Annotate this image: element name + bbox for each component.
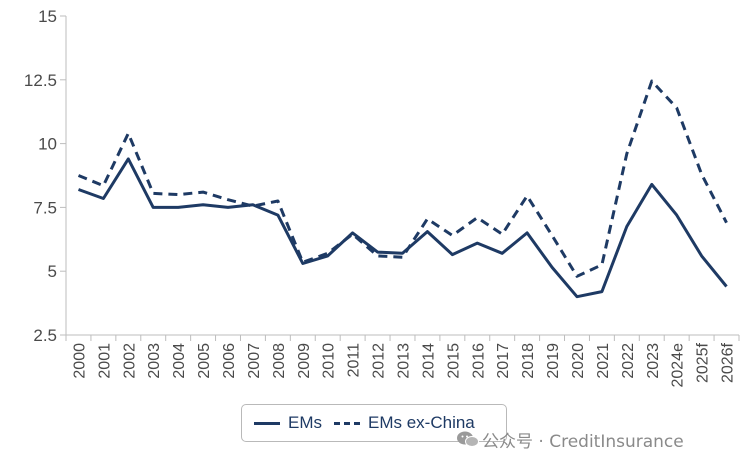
x-tick-label: 2012 <box>371 343 388 379</box>
x-tick-label: 2018 <box>520 343 537 379</box>
x-tick-label: 2024e <box>670 343 687 388</box>
x-tick-label: 2004 <box>171 343 188 379</box>
x-tick-label: 2025f <box>695 342 712 383</box>
x-tick-label: 2011 <box>346 343 363 378</box>
x-tick-label: 2008 <box>271 343 288 379</box>
watermark: 公众号 · CreditInsurance <box>456 428 684 452</box>
y-tick-label: 12.5 <box>24 71 57 90</box>
x-tick-label: 2001 <box>96 343 113 379</box>
line-chart: 2.5 5 7.5 10 12.5 15 2000 2001 2002 2003 2004 2005… <box>24 7 740 388</box>
x-tick-label: 2014 <box>420 343 437 379</box>
x-tick-label: 2013 <box>396 343 413 379</box>
x-tick-label: 2019 <box>545 343 562 379</box>
x-tick-label: 2026f <box>720 342 737 383</box>
x-axis-ticks: 2000 2001 2002 2003 2004 2005 2006 2007 2008 2009… <box>65 335 740 388</box>
series-line-ems-ex-china <box>77 79 728 278</box>
x-tick-label: 2016 <box>470 343 487 379</box>
y-tick-label: 5 <box>48 262 57 281</box>
x-tick-label: 2005 <box>196 343 213 379</box>
x-tick-label: 2003 <box>146 343 163 379</box>
chart-axes <box>65 16 739 336</box>
x-tick-label: 2023 <box>645 343 662 379</box>
series-lines <box>77 79 728 299</box>
legend-swatch-dashed <box>334 421 360 425</box>
x-tick-label: 2002 <box>121 343 138 379</box>
legend-swatch-solid <box>254 421 280 425</box>
series-line-ems <box>77 157 728 299</box>
x-tick-label: 2021 <box>595 343 612 379</box>
y-tick-label: 10 <box>38 135 57 154</box>
watermark-text: 公众号 · CreditInsurance <box>482 431 684 452</box>
y-tick-label: 7.5 <box>33 198 57 217</box>
x-tick-label: 2006 <box>221 343 238 379</box>
x-tick-label: 2007 <box>246 343 263 379</box>
x-tick-label: 2015 <box>445 343 462 379</box>
y-tick-label: 2.5 <box>33 326 57 345</box>
x-tick-label: 2009 <box>296 343 313 379</box>
legend-item-ems: EMs <box>254 413 322 433</box>
legend-label-ems: EMs <box>288 413 322 432</box>
y-tick-label: 15 <box>38 7 57 26</box>
legend-item-ems-ex-china: EMs ex-China <box>334 413 475 433</box>
x-tick-label: 2020 <box>570 343 587 379</box>
x-tick-label: 2010 <box>321 343 338 379</box>
x-tick-label: 2000 <box>71 343 88 379</box>
y-axis-ticks: 2.5 5 7.5 10 12.5 15 <box>24 7 66 345</box>
legend-label-ems-ex-china: EMs ex-China <box>368 413 475 432</box>
x-tick-label: 2017 <box>495 343 512 379</box>
x-tick-label: 2022 <box>620 343 637 379</box>
wechat-icon <box>457 431 479 447</box>
